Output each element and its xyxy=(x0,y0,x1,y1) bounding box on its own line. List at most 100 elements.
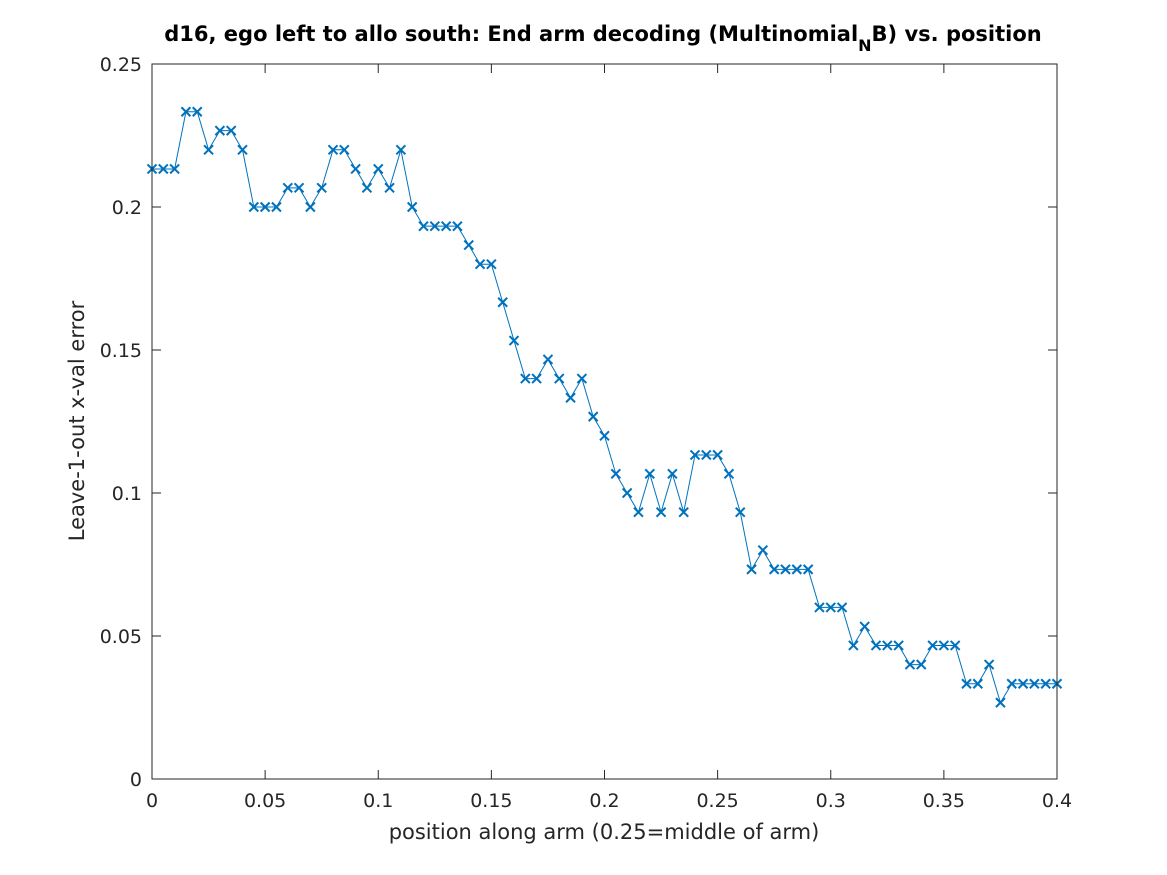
marker-stroke-b xyxy=(169,163,180,175)
marker-stroke-b xyxy=(802,564,814,575)
data-point-marker xyxy=(486,258,497,270)
data-point-marker xyxy=(1029,678,1040,689)
data-point-marker xyxy=(983,659,995,670)
data-point-marker xyxy=(248,201,260,213)
marker-stroke-b xyxy=(192,106,203,117)
chart-title-subscript: N xyxy=(858,36,871,55)
data-point-marker xyxy=(825,602,836,613)
data-point-marker xyxy=(735,506,746,518)
marker-stroke-b xyxy=(678,506,689,518)
data-point-marker xyxy=(938,640,950,651)
data-point-marker xyxy=(757,544,769,556)
data-point-marker xyxy=(508,335,520,346)
data-point-marker xyxy=(791,564,803,575)
data-point-marker xyxy=(655,506,667,518)
data-point-marker xyxy=(192,106,203,117)
marker-stroke-b xyxy=(644,468,655,480)
x-tick-label: 0 xyxy=(146,790,158,812)
data-point-marker xyxy=(995,697,1006,708)
marker-stroke-b xyxy=(621,487,633,499)
marker-stroke-b xyxy=(339,144,350,156)
marker-stroke-b xyxy=(667,468,678,480)
marker-stroke-b xyxy=(327,144,339,156)
chart-title-tail: B) vs. position xyxy=(872,22,1042,46)
data-point-marker xyxy=(373,163,384,175)
marker-stroke-b xyxy=(893,640,904,651)
marker-stroke-b xyxy=(565,392,576,403)
marker-stroke-b xyxy=(271,201,282,213)
x-tick-label: 0.25 xyxy=(696,790,738,812)
data-point-marker xyxy=(158,163,169,175)
y-tick-label: 0.15 xyxy=(100,340,142,362)
marker-stroke-b xyxy=(531,373,542,384)
ticks-layer: 0 0.05 0.1 0.15 0.2 0.25 0.3 0.35 0.4 0 0.05 0.1 0.1… xyxy=(100,54,1072,812)
marker-stroke-b xyxy=(848,640,859,651)
marker-stroke-b xyxy=(554,373,565,384)
marker-stroke-b xyxy=(384,182,395,194)
y-axis-label: Leave-1-out x-val error xyxy=(65,300,89,541)
marker-stroke-b xyxy=(225,125,237,136)
marker-stroke-b xyxy=(655,506,667,518)
data-point-marker xyxy=(780,564,791,575)
data-point-marker xyxy=(169,163,180,175)
x-tick-label: 0.3 xyxy=(816,790,846,812)
marker-stroke-b xyxy=(825,602,836,613)
data-point-marker xyxy=(214,125,226,136)
marker-stroke-b xyxy=(259,201,271,213)
marker-stroke-b xyxy=(576,373,588,384)
marker-stroke-b xyxy=(203,144,214,156)
data-point-marker xyxy=(225,125,237,136)
plot-frame xyxy=(151,63,1058,780)
marker-stroke-b xyxy=(870,640,882,651)
marker-stroke-b xyxy=(248,201,260,213)
marker-stroke-b xyxy=(429,220,441,232)
marker-stroke-b xyxy=(316,182,327,194)
data-point-marker xyxy=(667,468,678,480)
y-tick-label: 0.2 xyxy=(112,197,142,219)
marker-stroke-b xyxy=(214,125,226,136)
data-point-marker xyxy=(361,182,373,194)
marker-stroke-b xyxy=(587,411,599,422)
data-point-marker xyxy=(701,449,712,461)
data-point-marker xyxy=(599,430,610,442)
marker-stroke-b xyxy=(983,659,995,670)
data-point-marker xyxy=(904,659,916,670)
x-axis-label: position along arm (0.25=middle of arm) xyxy=(389,820,820,844)
data-point-marker xyxy=(282,182,293,194)
marker-stroke-b xyxy=(916,659,927,670)
marker-stroke-b xyxy=(508,335,520,346)
marker-stroke-b xyxy=(791,564,803,575)
x-tick-label: 0.15 xyxy=(470,790,512,812)
marker-stroke-b xyxy=(882,640,893,651)
data-point-marker xyxy=(520,373,531,384)
data-point-marker xyxy=(576,373,588,384)
data-point-marker xyxy=(203,144,214,156)
marker-stroke-b xyxy=(701,449,712,461)
marker-stroke-b xyxy=(836,602,848,613)
data-point-marker xyxy=(395,144,407,156)
x-tick-label: 0.05 xyxy=(244,790,286,812)
data-point-marker xyxy=(440,220,452,232)
marker-stroke-b xyxy=(406,201,418,213)
x-tick-label: 0.2 xyxy=(589,790,619,812)
data-point-marker xyxy=(949,640,961,651)
data-point-marker xyxy=(587,411,599,422)
marker-stroke-b xyxy=(746,564,757,575)
data-point-marker xyxy=(237,144,248,156)
data-point-marker xyxy=(429,220,441,232)
marker-stroke-b xyxy=(712,449,723,461)
marker-stroke-b xyxy=(418,220,429,232)
data-point-marker xyxy=(554,373,565,384)
data-point-marker xyxy=(814,602,825,613)
data-point-marker xyxy=(1006,678,1017,689)
data-point-marker xyxy=(723,468,735,480)
data-layer xyxy=(146,106,1063,708)
data-point-marker xyxy=(327,144,339,156)
marker-stroke-b xyxy=(158,163,169,175)
marker-stroke-b xyxy=(689,449,701,461)
data-point-marker xyxy=(859,621,870,632)
marker-stroke-b xyxy=(282,182,293,194)
data-point-marker xyxy=(474,258,486,270)
data-point-marker xyxy=(848,640,859,651)
